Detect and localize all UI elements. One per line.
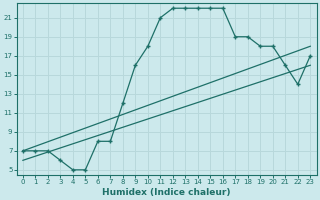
X-axis label: Humidex (Indice chaleur): Humidex (Indice chaleur)	[102, 188, 231, 197]
